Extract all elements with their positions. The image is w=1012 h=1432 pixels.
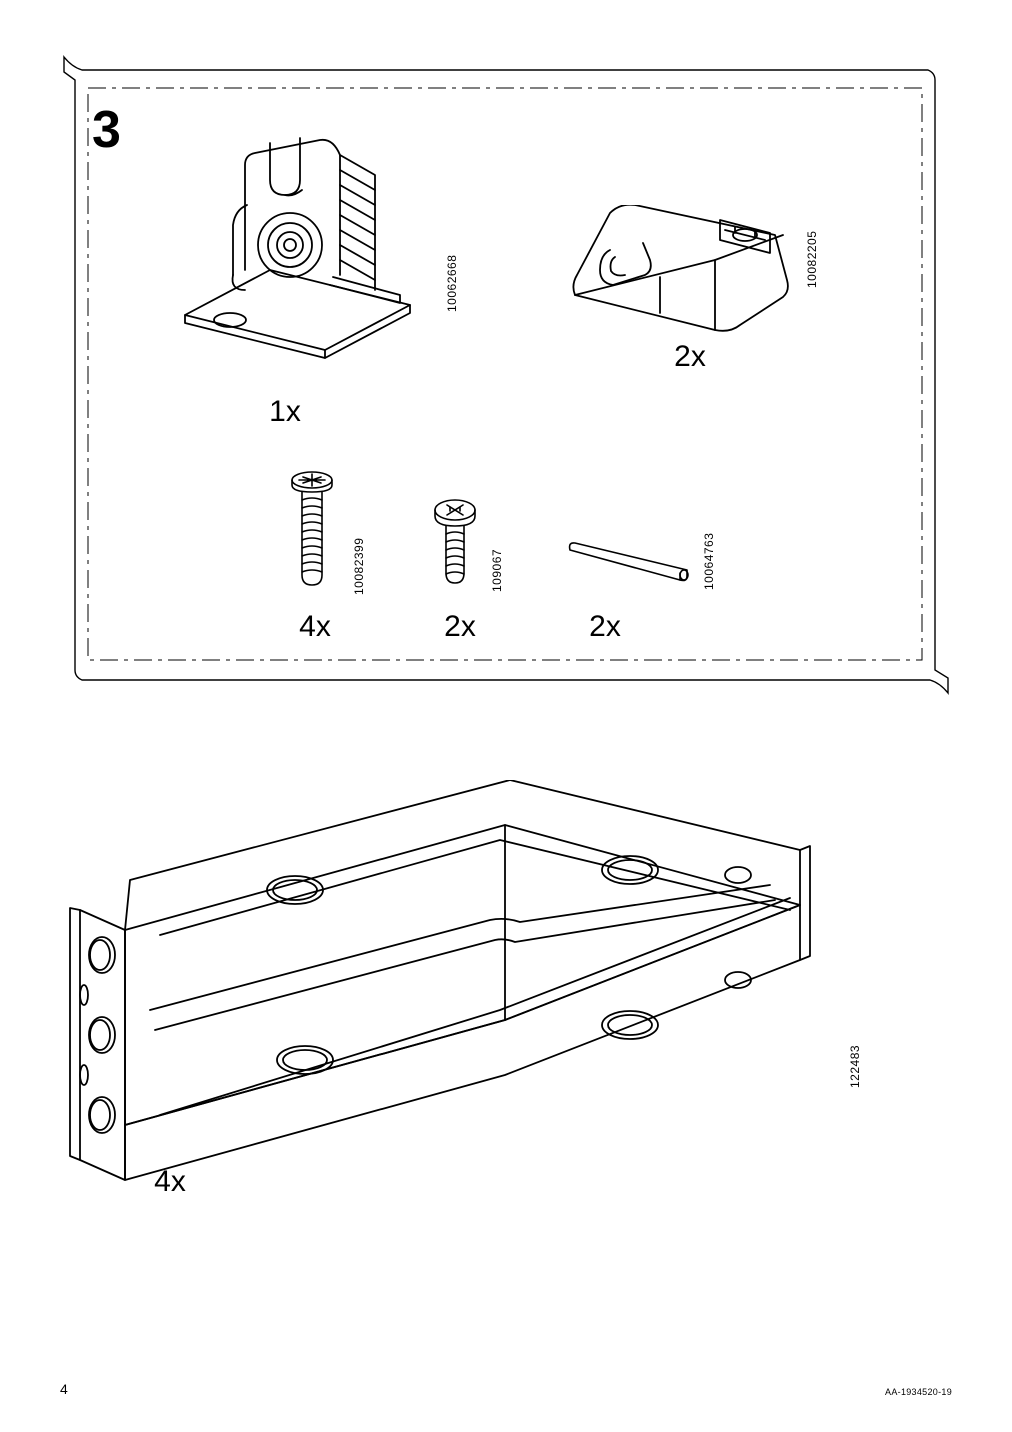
part-striker-block bbox=[565, 205, 795, 335]
partnum-angle-bracket: 122483 bbox=[848, 1045, 862, 1088]
part-angle-bracket bbox=[60, 780, 840, 1200]
page-number: 4 bbox=[60, 1381, 68, 1397]
step-number: 3 bbox=[92, 100, 121, 160]
qty-angle-bracket: 4x bbox=[130, 1165, 210, 1199]
qty-long-screw: 4x bbox=[275, 610, 355, 644]
qty-short-screw: 2x bbox=[420, 610, 500, 644]
partnum-short-screw: 109067 bbox=[490, 549, 504, 592]
page: 3 bbox=[0, 0, 1012, 1432]
partnum-latch-bracket: 10062668 bbox=[445, 255, 459, 312]
document-id: AA-1934520-19 bbox=[885, 1387, 952, 1397]
partnum-striker-block: 10082205 bbox=[805, 231, 819, 288]
qty-striker-block: 2x bbox=[650, 340, 730, 374]
qty-latch-bracket: 1x bbox=[245, 395, 325, 429]
partnum-long-screw: 10082399 bbox=[352, 538, 366, 595]
qty-hex-tool: 2x bbox=[565, 610, 645, 644]
part-short-screw bbox=[430, 498, 480, 588]
part-long-screw bbox=[285, 470, 340, 590]
part-hex-tool bbox=[565, 540, 695, 590]
part-latch-bracket bbox=[175, 135, 435, 360]
partnum-hex-tool: 10064763 bbox=[702, 533, 716, 590]
